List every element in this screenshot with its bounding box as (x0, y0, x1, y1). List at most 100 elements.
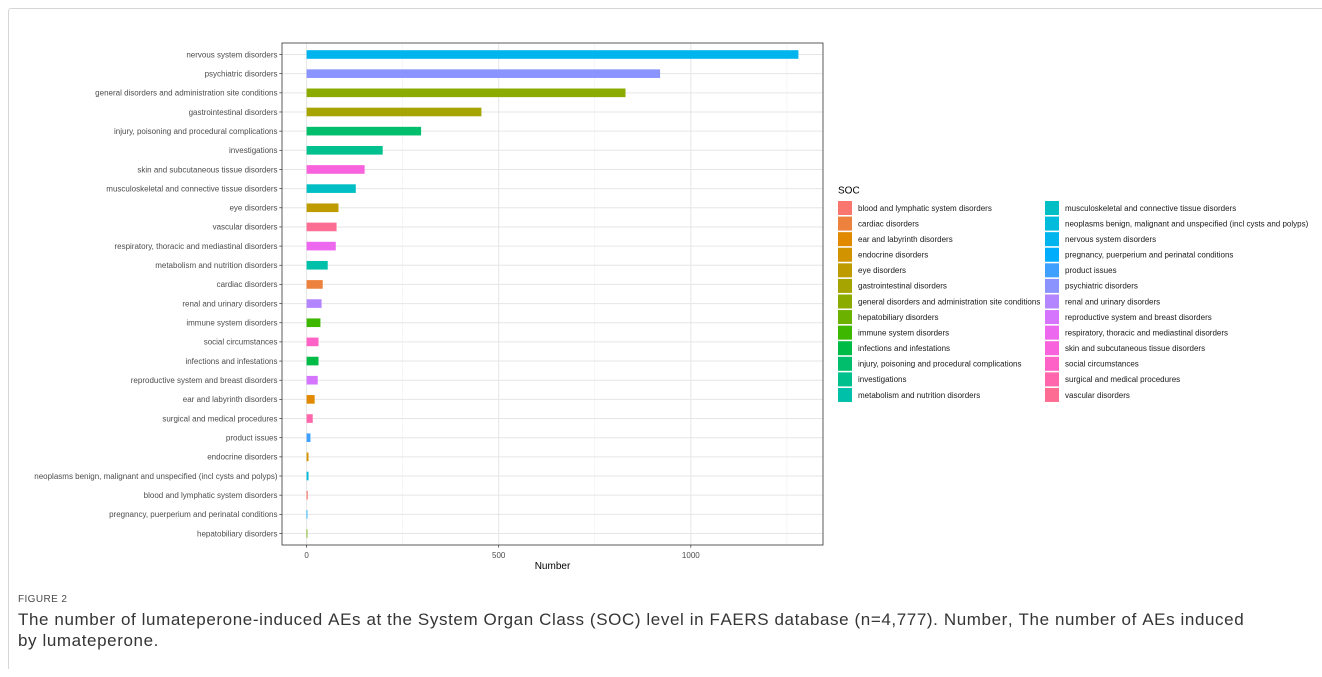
bar-hepatobiliary-disorders (306, 529, 308, 538)
bar-skin-and-subcutaneous-tissue-disorders (306, 165, 365, 174)
legend-label: hepatobiliary disorders (858, 313, 939, 322)
legend-label: cardiac disorders (858, 219, 919, 228)
legend-key-musculoskeletal-and-connective-tissue-disorders (1045, 201, 1059, 215)
legend-key-immune-system-disorders (838, 325, 852, 340)
legend-label: gastrointestinal disorders (858, 282, 947, 291)
legend-key-psychiatric-disorders (1045, 278, 1059, 293)
legend-label: respiratory, thoracic and mediastinal di… (1065, 328, 1228, 337)
bar-infections-and-infestations (306, 356, 319, 366)
bar-metabolism-and-nutrition-disorders (306, 260, 328, 270)
legend-label: nervous system disorders (1065, 235, 1156, 244)
legend-key-metabolism-and-nutrition-disorders (838, 387, 852, 402)
legend-label: immune system disorders (858, 328, 949, 337)
y-tick-label: infections and infestations (185, 357, 277, 366)
y-tick-label: ear and labyrinth disorders (183, 395, 278, 404)
bar-reproductive-system-and-breast-disorders (306, 375, 318, 385)
bar-vascular-disorders (306, 222, 337, 232)
bar-surgical-and-medical-procedures (306, 414, 313, 423)
x-axis-title: Number (535, 561, 571, 572)
y-tick-label: cardiac disorders (217, 280, 278, 289)
bar-injury-poisoning-and-procedural-complications (306, 126, 422, 136)
bar-immune-system-disorders (306, 318, 321, 328)
x-tick-label: 1000 (682, 551, 700, 560)
y-tick-label: musculoskeletal and connective tissue di… (106, 184, 277, 193)
y-tick-label: neoplasms benign, malignant and unspecif… (34, 472, 278, 481)
legend-label: musculoskeletal and connective tissue di… (1065, 204, 1236, 213)
y-tick-label: renal and urinary disorders (182, 299, 277, 308)
legend-key-gastrointestinal-disorders (838, 278, 852, 293)
legend-key-endocrine-disorders (838, 247, 852, 262)
y-tick-label: product issues (226, 434, 278, 443)
legend-key-neoplasms-benign-malignant-and-unspecified-incl-cysts-and-polyps (1045, 216, 1059, 231)
panel-background (282, 43, 823, 545)
legend-label: general disorders and administration sit… (858, 297, 1040, 306)
legend-label: endocrine disorders (858, 251, 928, 260)
legend-key-infections-and-infestations (838, 341, 852, 356)
legend-label: investigations (858, 375, 906, 384)
bar-gastrointestinal-disorders (306, 107, 482, 117)
legend-title: SOC (838, 186, 860, 197)
legend-label: blood and lymphatic system disorders (858, 204, 992, 213)
bar-product-issues (306, 433, 311, 443)
y-tick-label: respiratory, thoracic and mediastinal di… (114, 242, 277, 251)
y-tick-label: surgical and medical procedures (162, 414, 277, 423)
legend-key-renal-and-urinary-disorders (1045, 294, 1059, 309)
legend-label: skin and subcutaneous tissue disorders (1065, 344, 1205, 353)
legend-label: eye disorders (858, 266, 906, 275)
legend-key-product-issues (1045, 263, 1059, 278)
bar-investigations (306, 145, 383, 155)
legend-label: surgical and medical procedures (1065, 375, 1180, 384)
y-tick-label: skin and subcutaneous tissue disorders (137, 165, 277, 174)
legend-key-nervous-system-disorders (1045, 232, 1059, 247)
chart-svg: nervous system disorders psychiatric diso… (34, 42, 1309, 572)
legend-key-hepatobiliary-disorders (838, 310, 852, 325)
bar-pregnancy-puerperium-and-perinatal-conditions (306, 510, 308, 519)
y-tick-label: eye disorders (229, 204, 277, 213)
legend-key-investigations (838, 372, 852, 387)
legend-key-general-disorders-and-administration-site-conditions (838, 294, 852, 309)
legend-label: ear and labyrinth disorders (858, 235, 953, 244)
legend-key-blood-and-lymphatic-system-disorders (838, 201, 852, 215)
y-tick-label: gastrointestinal disorders (189, 108, 278, 117)
y-tick-label: vascular disorders (213, 223, 278, 232)
figure-caption: The number of lumateperone-induced AEs a… (18, 610, 1245, 650)
bar-musculoskeletal-and-connective-tissue-disorders (306, 184, 356, 193)
legend-label: psychiatric disorders (1065, 282, 1138, 291)
gridlines (282, 43, 823, 545)
legend-key-cardiac-disorders (838, 216, 852, 231)
y-tick-label: general disorders and administration sit… (95, 89, 277, 98)
bar-nervous-system-disorders (306, 50, 799, 59)
bar-ear-and-labyrinth-disorders (306, 395, 315, 404)
x-axis: 0 500 1000 Number (304, 545, 700, 572)
bar-social-circumstances (306, 337, 319, 347)
y-tick-label: investigations (229, 146, 277, 155)
y-tick-label: immune system disorders (186, 319, 277, 328)
figure-label: FIGURE 2 (18, 594, 68, 605)
legend-key-injury-poisoning-and-procedural-complications (838, 356, 852, 371)
y-tick-label: hepatobiliary disorders (197, 529, 278, 538)
y-tick-label: pregnancy, puerperium and perinatal cond… (109, 510, 277, 519)
y-tick-label: reproductive system and breast disorders (131, 376, 278, 385)
y-tick-label: psychiatric disorders (205, 69, 278, 78)
y-tick-label: metabolism and nutrition disorders (155, 261, 277, 270)
y-tick-label: social circumstances (204, 338, 278, 347)
plot-panel (281, 42, 824, 546)
legend: SOC blood and lymphatic system disorders c… (838, 186, 1309, 402)
legend-key-surgical-and-medical-procedures (1045, 372, 1059, 387)
legend-label: product issues (1065, 266, 1117, 275)
legend-label: metabolism and nutrition disorders (858, 391, 980, 400)
y-tick-label: blood and lymphatic system disorders (144, 491, 278, 500)
bar-neoplasms-benign-malignant-and-unspecified-incl-cysts-and-polyps (306, 471, 309, 481)
legend-label: neoplasms benign, malignant and unspecif… (1065, 219, 1309, 228)
legend-key-skin-and-subcutaneous-tissue-disorders (1045, 341, 1059, 356)
legend-label: reproductive system and breast disorders (1065, 313, 1212, 322)
panel-border (281, 42, 824, 546)
bar-endocrine-disorders (306, 452, 309, 462)
legend-key-pregnancy-puerperium-and-perinatal-conditions (1045, 247, 1059, 262)
legend-key-reproductive-system-and-breast-disorders (1045, 310, 1059, 325)
legend-key-social-circumstances (1045, 356, 1059, 371)
legend-key-eye-disorders (838, 263, 852, 278)
bar-renal-and-urinary-disorders (306, 299, 322, 308)
bar-eye-disorders (306, 203, 339, 213)
bar-blood-and-lymphatic-system-disorders (306, 490, 308, 500)
